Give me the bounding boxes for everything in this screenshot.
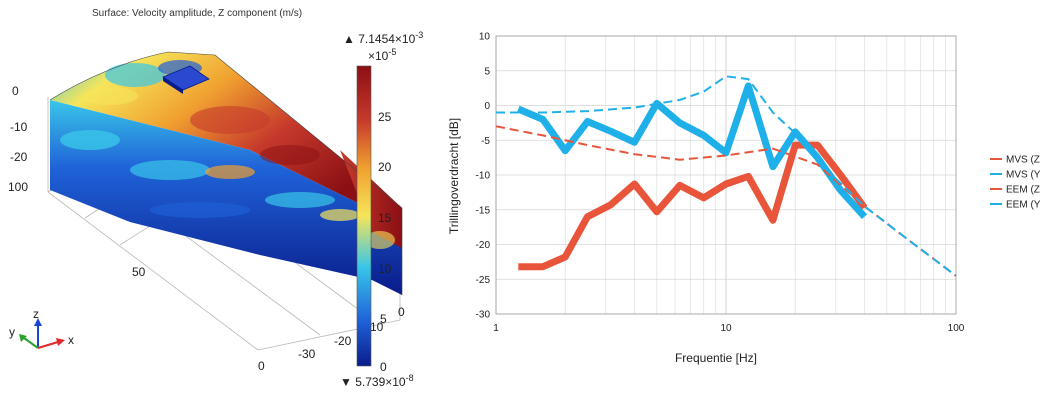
legend-label: MVS (Y) [1006, 170, 1040, 181]
chart-ticks: 10 5 0 -5 -10 -15 -20 -25 -301 10 100 [476, 32, 965, 335]
y-tick-label: -15 [476, 205, 491, 216]
z-arrow-icon [34, 318, 42, 326]
colorbar-tick: 0 [380, 360, 387, 374]
y-tick-label: 5 [484, 66, 490, 77]
plot-border [495, 35, 957, 315]
x-tick-label: -30 [298, 347, 316, 361]
surface-plot-title: Surface: Velocity amplitude, Z component… [92, 8, 303, 19]
triad-z-label: z [33, 307, 39, 321]
legend-label: EEM (Z) [1006, 185, 1040, 196]
colorbar-tick: 20 [378, 160, 392, 174]
y-tick-label: 0 [484, 101, 490, 112]
y-tick-label: -30 [476, 310, 491, 321]
x-tick-label: 100 [948, 323, 965, 334]
chart-series [495, 75, 957, 277]
legend-label: EEM (Y) [1006, 200, 1040, 211]
z-tick-label: -20 [10, 150, 28, 164]
triad-x-label: x [68, 333, 74, 347]
transfer-chart-svg: 10 5 0 -5 -10 -15 -20 -25 -301 10 100 Frequentie [… [447, 32, 1040, 366]
x-tick-label: 0 [398, 305, 405, 319]
y-tick-label: 50 [132, 265, 146, 279]
z-tick-label: -10 [10, 120, 28, 134]
x-tick-label: 1 [493, 323, 499, 334]
colorbar-tick: 25 [378, 110, 392, 124]
y-arrow-icon [19, 334, 27, 342]
series-line-mvs-y [516, 82, 868, 220]
triad-y-label: y [9, 325, 15, 339]
y-tick-label: 10 [479, 32, 491, 43]
y-axis-label: Trillingoverdracht [dB] [447, 118, 461, 234]
y-tick-label: -20 [476, 240, 491, 251]
coordinate-triad: z x y [9, 307, 74, 349]
colorbar-tick: 5 [380, 312, 387, 326]
series-line-eem-y [496, 75, 957, 277]
colorbar-max-label: ▲ 7.1454×10-3 [343, 30, 423, 46]
z-tick-label: 100 [8, 180, 28, 194]
y-tick-label: -5 [481, 136, 490, 147]
x-axis-label: Frequentie [Hz] [675, 351, 757, 365]
colorbar-tick: 15 [378, 211, 392, 225]
transfer-chart-panel: 10 5 0 -5 -10 -15 -20 -25 -30 1 10 100 Frequentie [… [440, 0, 1040, 394]
colorbar: ▲ 7.1454×10-3 ×10-5 25 20 15 10 5 0 ▼ 5.… [340, 30, 423, 389]
legend-label: MVS (Z) [1006, 155, 1040, 166]
chart-frame [495, 35, 957, 315]
chart-legend: MVS (Z) MVS (Y) EEM (Z) EEM (Y) [990, 155, 1040, 211]
colorbar-scale-label: ×10-5 [368, 47, 396, 63]
x-arrow-icon [56, 338, 65, 346]
surface-plot-panel: Surface: Velocity amplitude, Z component… [0, 0, 450, 394]
chart-grid [495, 35, 956, 315]
surface-plot-svg: 0 -10 -20 100 50 0 -30 -20 -10 0 ▲ 7.145… [8, 30, 423, 389]
z-tick-label: 0 [12, 84, 19, 98]
velocity-surface [49, 51, 403, 295]
x-tick-label: 10 [720, 323, 732, 334]
y-tick-label: -25 [476, 275, 491, 286]
colorbar-tick: 10 [378, 262, 392, 276]
x-tick-label: -20 [334, 334, 352, 348]
x-tick-label: 0 [258, 359, 265, 373]
y-tick-label: -10 [476, 171, 491, 182]
colorbar-min-label: ▼ 5.739×10-8 [340, 373, 414, 389]
